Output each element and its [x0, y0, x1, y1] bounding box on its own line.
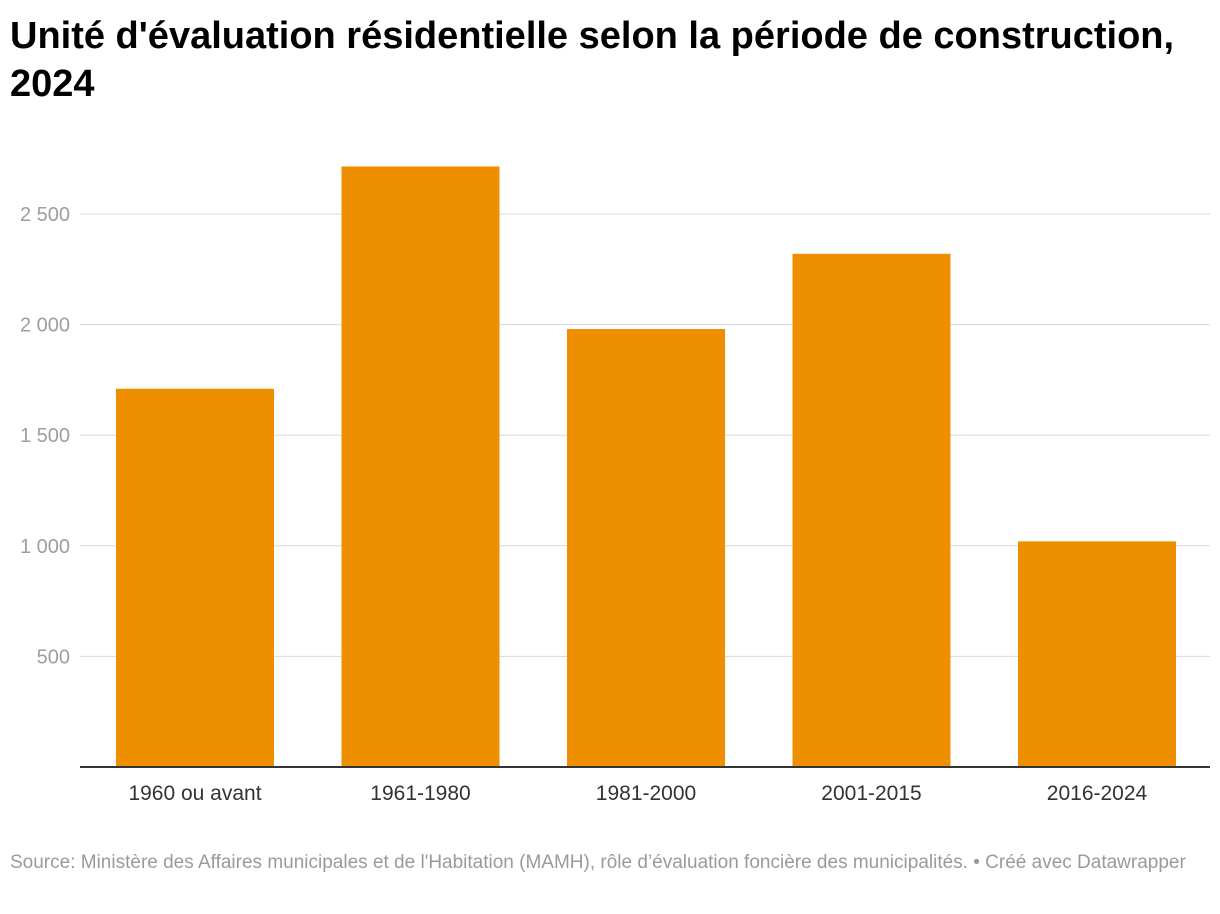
bar — [567, 329, 725, 767]
bar — [1018, 541, 1176, 767]
y-tick-label: 500 — [37, 646, 70, 668]
y-tick-label: 1 000 — [20, 536, 70, 558]
bar — [341, 166, 500, 767]
x-tick-label: 2001-2015 — [821, 782, 921, 805]
x-tick-label: 1961-1980 — [370, 782, 470, 805]
x-tick-label: 1981-2000 — [596, 782, 696, 805]
chart-title: Unité d'évaluation résidentielle selon l… — [10, 15, 1175, 105]
bars — [116, 166, 1176, 767]
x-axis-ticks: 1960 ou avant 1961-1980 1981-2000 2001-2015… — [128, 782, 1147, 805]
y-tick-label: 2 500 — [20, 204, 70, 226]
y-tick-label: 2 000 — [20, 315, 70, 337]
y-tick-label: 1 500 — [20, 425, 70, 447]
x-tick-label: 2016-2024 — [1047, 782, 1148, 805]
x-tick-label: 1960 ou avant — [128, 782, 261, 805]
bar — [792, 253, 951, 767]
y-axis-ticks: 500 1 000 1 500 2 000 2 500 — [20, 204, 70, 668]
source-note: Source: Ministère des Affaires municipal… — [10, 852, 1186, 873]
bar — [116, 388, 274, 767]
